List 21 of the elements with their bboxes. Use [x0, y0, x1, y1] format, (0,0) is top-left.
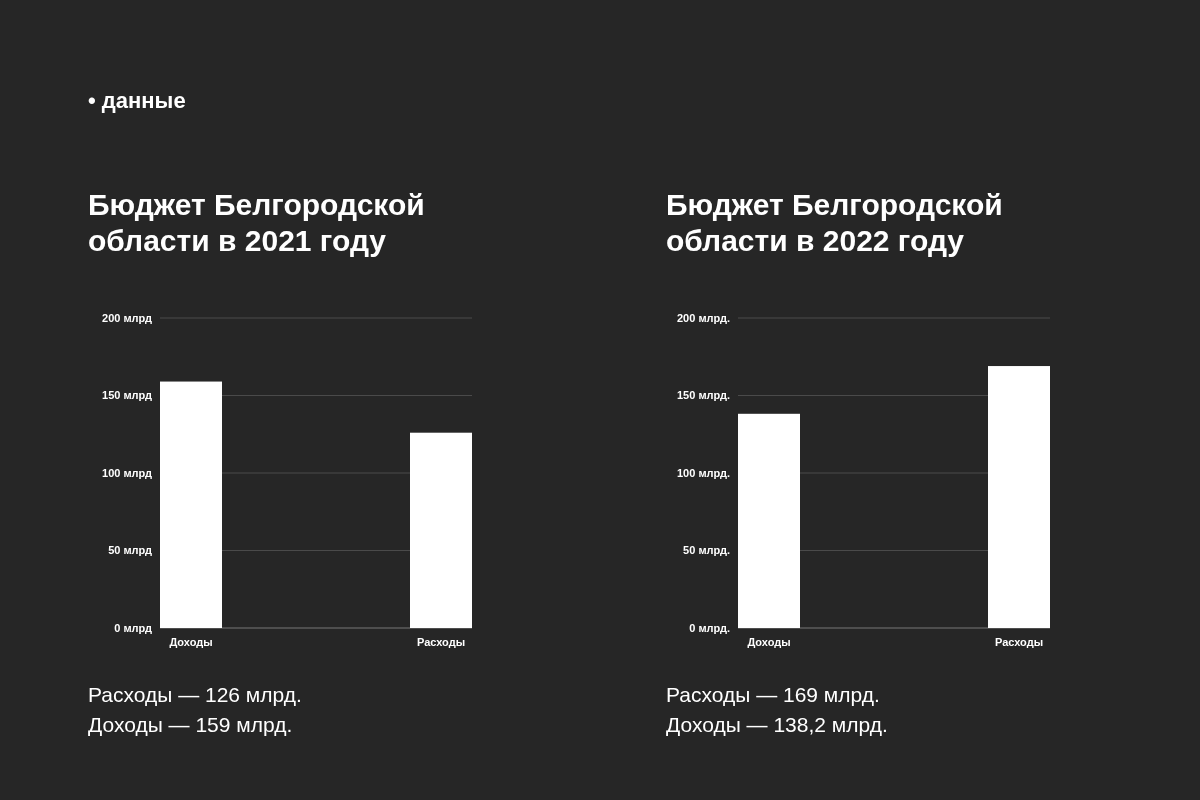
text: Расходы — 126 млрд. — [88, 683, 302, 706]
x-tick-label: Доходы — [747, 636, 791, 648]
text: Доходы — 138,2 млрд. — [666, 713, 888, 736]
y-tick-label: 100 млрд — [102, 466, 153, 479]
x-tick-label: Расходы — [416, 636, 466, 648]
y-tick-label: 150 млрд. — [676, 389, 730, 402]
y-tick-label: 50 млрд — [108, 544, 152, 557]
x-tick-label: Доходы — [169, 636, 213, 648]
y-tick-label: 0 млрд — [114, 621, 153, 634]
y-tick-label: 200 млрд. — [676, 311, 730, 324]
y-tick-label: 50 млрд. — [683, 544, 730, 557]
y-tick-label: 200 млрд — [102, 311, 153, 324]
text: • данные — [88, 88, 186, 113]
chart-title: Бюджет Белгородской области в 2021 году — [88, 188, 425, 257]
chart-title: Бюджет Белгородской области в 2022 году — [666, 188, 1003, 257]
y-tick-label: 0 млрд. — [689, 621, 730, 634]
y-tick-label: 100 млрд. — [676, 466, 730, 479]
text: Расходы — 169 млрд. — [666, 683, 880, 706]
text: Доходы — 159 млрд. — [88, 713, 293, 736]
x-tick-label: Расходы — [994, 636, 1044, 648]
y-tick-label: 150 млрд — [102, 389, 153, 402]
